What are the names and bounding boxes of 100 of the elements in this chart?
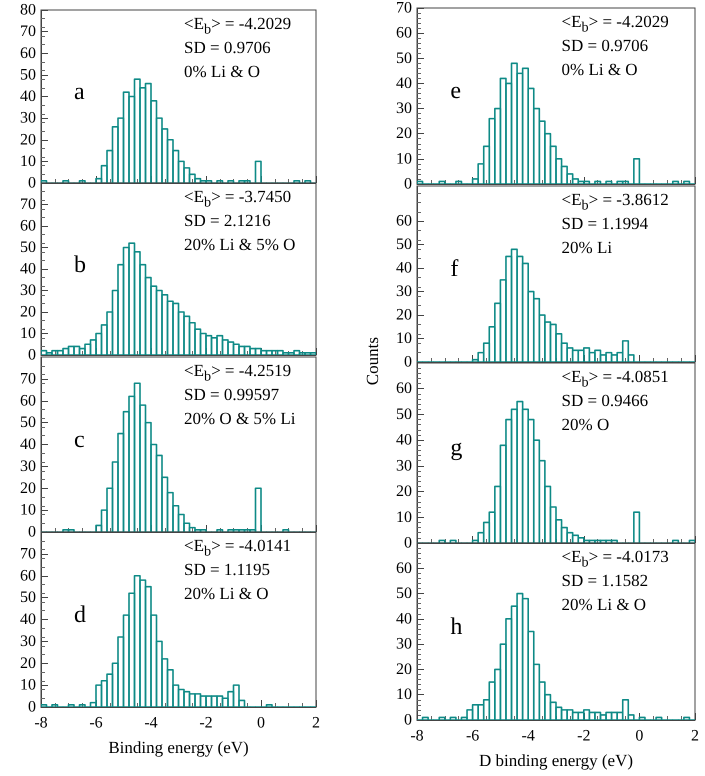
x-axis-title: Binding energy (eV) — [108, 738, 249, 757]
annotation: <E$_{b}$> = -4.2029 — [562, 12, 669, 36]
x-tick-label: -2 — [199, 714, 213, 732]
y-tick-label: 20 — [20, 131, 36, 148]
y-tick-label: 20 — [396, 125, 412, 142]
x-tick-label: 2 — [691, 728, 699, 744]
x-tick-label: 0 — [635, 728, 644, 744]
annotation: 20% O & 5% Li — [184, 408, 296, 430]
annotation: SD = 2.1216 — [184, 210, 271, 232]
y-axis-title: Counts — [363, 337, 383, 386]
x-tick-label: -8 — [410, 728, 424, 744]
x-tick-label: -2 — [577, 728, 590, 744]
y-tick-label: 50 — [20, 239, 36, 256]
text: e — [450, 78, 462, 106]
y-tick-label: 60 — [396, 24, 412, 42]
text: g — [450, 435, 462, 462]
y-tick-label: 20 — [20, 480, 36, 497]
y-tick-label: 70 — [20, 196, 36, 213]
y-tick-label: 0 — [28, 346, 36, 364]
y-tick-label: 40 — [396, 610, 412, 628]
annotation: 20% Li & O — [184, 583, 269, 605]
y-tick-label: 30 — [396, 283, 412, 300]
annotation: SD = 1.1994 — [562, 213, 648, 235]
y-tick-label: 60 — [396, 380, 412, 398]
y-tick-label: 60 — [20, 218, 36, 234]
y-tick-label: 50 — [20, 589, 36, 606]
y-tick-label: 10 — [20, 676, 36, 694]
y-tick-label: 50 — [396, 585, 412, 602]
y-tick-label: 10 — [20, 152, 36, 170]
y-tick-label: 50 — [20, 414, 36, 432]
y-tick-label: 0 — [28, 524, 36, 540]
annotation: <E$_{b}$> = -4.0851 — [562, 367, 669, 390]
y-tick-label: 30 — [396, 100, 412, 118]
y-tick-label: 80 — [20, 2, 36, 18]
annotation: SD = 0.99597 — [184, 384, 280, 406]
annotation: SD = 0.9706 — [562, 35, 648, 57]
annotation: 0% Li & O — [562, 59, 638, 81]
annotation: <E$_{b}$> = -4.2519 — [184, 361, 292, 384]
annotation: <E$_{b}$> = -3.7450 — [184, 187, 292, 210]
y-tick-label: 40 — [396, 432, 412, 449]
y-tick-label: 20 — [20, 304, 36, 320]
x-tick-label: -6 — [466, 728, 480, 744]
annotation: 20% O — [562, 414, 610, 436]
y-tick-label: 50 — [396, 406, 412, 423]
y-tick-label: 0 — [28, 698, 36, 716]
y-tick-label: 0 — [28, 174, 36, 192]
y-tick-label: 10 — [396, 330, 412, 348]
annotation: <E$_{b}$> = -4.2029 — [184, 14, 292, 38]
x-tick-label: 2 — [312, 714, 320, 732]
y-tick-label: 0 — [404, 354, 412, 370]
text: f — [450, 256, 458, 284]
y-tick-label: 40 — [20, 611, 36, 628]
y-tick-label: 70 — [396, 0, 412, 16]
y-tick-label: 20 — [396, 660, 412, 678]
y-tick-label: 40 — [20, 436, 36, 453]
y-tick-label: 10 — [20, 325, 36, 342]
y-tick-label: 0 — [404, 176, 412, 192]
y-tick-label: 60 — [20, 44, 36, 62]
y-tick-label: 60 — [396, 212, 412, 230]
text: d — [74, 602, 86, 629]
x-axis-title: D binding energy (eV) — [478, 751, 634, 770]
text: b — [74, 252, 86, 279]
annotation: SD = 1.1582 — [562, 570, 648, 592]
y-tick-label: 30 — [20, 458, 36, 475]
text: h — [450, 614, 462, 641]
y-tick-label: 30 — [396, 636, 412, 653]
y-tick-label: 30 — [20, 110, 36, 127]
y-tick-label: 40 — [20, 88, 36, 105]
y-tick-label: 50 — [20, 66, 36, 84]
y-tick-label: 60 — [20, 567, 36, 584]
y-tick-label: 40 — [396, 74, 412, 92]
annotation: 0% Li & O — [184, 61, 260, 83]
y-tick-label: 30 — [20, 282, 36, 299]
y-tick-label: 60 — [20, 392, 36, 410]
y-tick-label: 70 — [20, 545, 36, 562]
y-tick-label: 20 — [396, 483, 412, 500]
y-tick-label: 70 — [20, 23, 36, 40]
y-tick-label: 40 — [20, 260, 36, 278]
x-tick-label: -4 — [144, 714, 158, 732]
annotation: SD = 0.9706 — [184, 37, 271, 59]
annotation: SD = 0.9466 — [562, 390, 648, 412]
annotation: 20% Li & O — [562, 594, 646, 616]
y-tick-label: 10 — [396, 150, 412, 168]
x-tick-label: -6 — [89, 714, 103, 732]
y-tick-label: 50 — [396, 50, 412, 67]
annotation: 20% Li & 5% O — [184, 234, 296, 256]
x-tick-label: 0 — [257, 714, 265, 732]
y-tick-label: 20 — [396, 306, 412, 324]
annotation: <E$_{b}$> = -3.8612 — [562, 190, 669, 214]
y-tick-label: 30 — [396, 457, 412, 474]
annotation: <E$_{b}$> = -4.0173 — [562, 547, 669, 570]
x-tick-label: -8 — [34, 714, 48, 732]
y-tick-label: 40 — [396, 260, 412, 277]
y-tick-label: 20 — [20, 654, 36, 672]
y-tick-label: 60 — [396, 560, 412, 577]
text: a — [74, 79, 85, 106]
y-tick-label: 10 — [20, 502, 36, 519]
y-tick-label: 0 — [404, 534, 412, 552]
y-tick-label: 50 — [396, 236, 412, 254]
x-tick-label: -4 — [522, 728, 535, 744]
